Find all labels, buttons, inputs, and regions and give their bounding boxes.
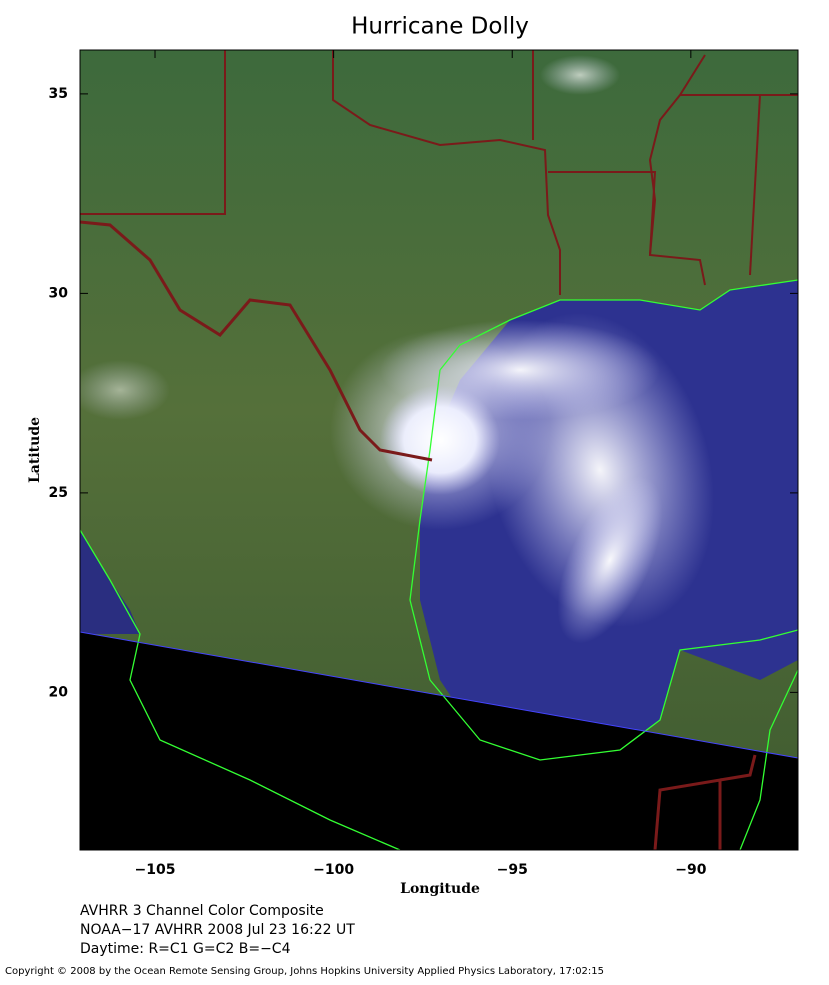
y-tick-label: 25 <box>49 485 68 501</box>
caption: AVHRR 3 Channel Color Composite NOAA−17 A… <box>80 903 355 957</box>
copyright: Copyright © 2008 by the Ocean Remote Sen… <box>5 966 604 977</box>
y-axis-label: Latitude <box>27 417 43 483</box>
x-tick-label: −95 <box>497 862 528 878</box>
y-tick-label: 30 <box>49 285 69 301</box>
title: Hurricane Dolly <box>351 14 529 40</box>
caption-line: Daytime: R=C1 G=C2 B=−C4 <box>80 941 291 957</box>
y-tick-label: 35 <box>49 86 68 102</box>
x-tick-label: −90 <box>675 862 706 878</box>
x-tick-label: −105 <box>135 862 176 878</box>
satellite-image <box>80 50 798 850</box>
x-tick-label: −100 <box>313 862 354 878</box>
y-tick-label: 20 <box>49 684 69 700</box>
plot-frame <box>79 49 799 851</box>
x-axis-label: Longitude <box>400 881 480 897</box>
caption-line: NOAA−17 AVHRR 2008 Jul 23 16:22 UT <box>80 922 355 938</box>
caption-line: AVHRR 3 Channel Color Composite <box>80 903 324 919</box>
